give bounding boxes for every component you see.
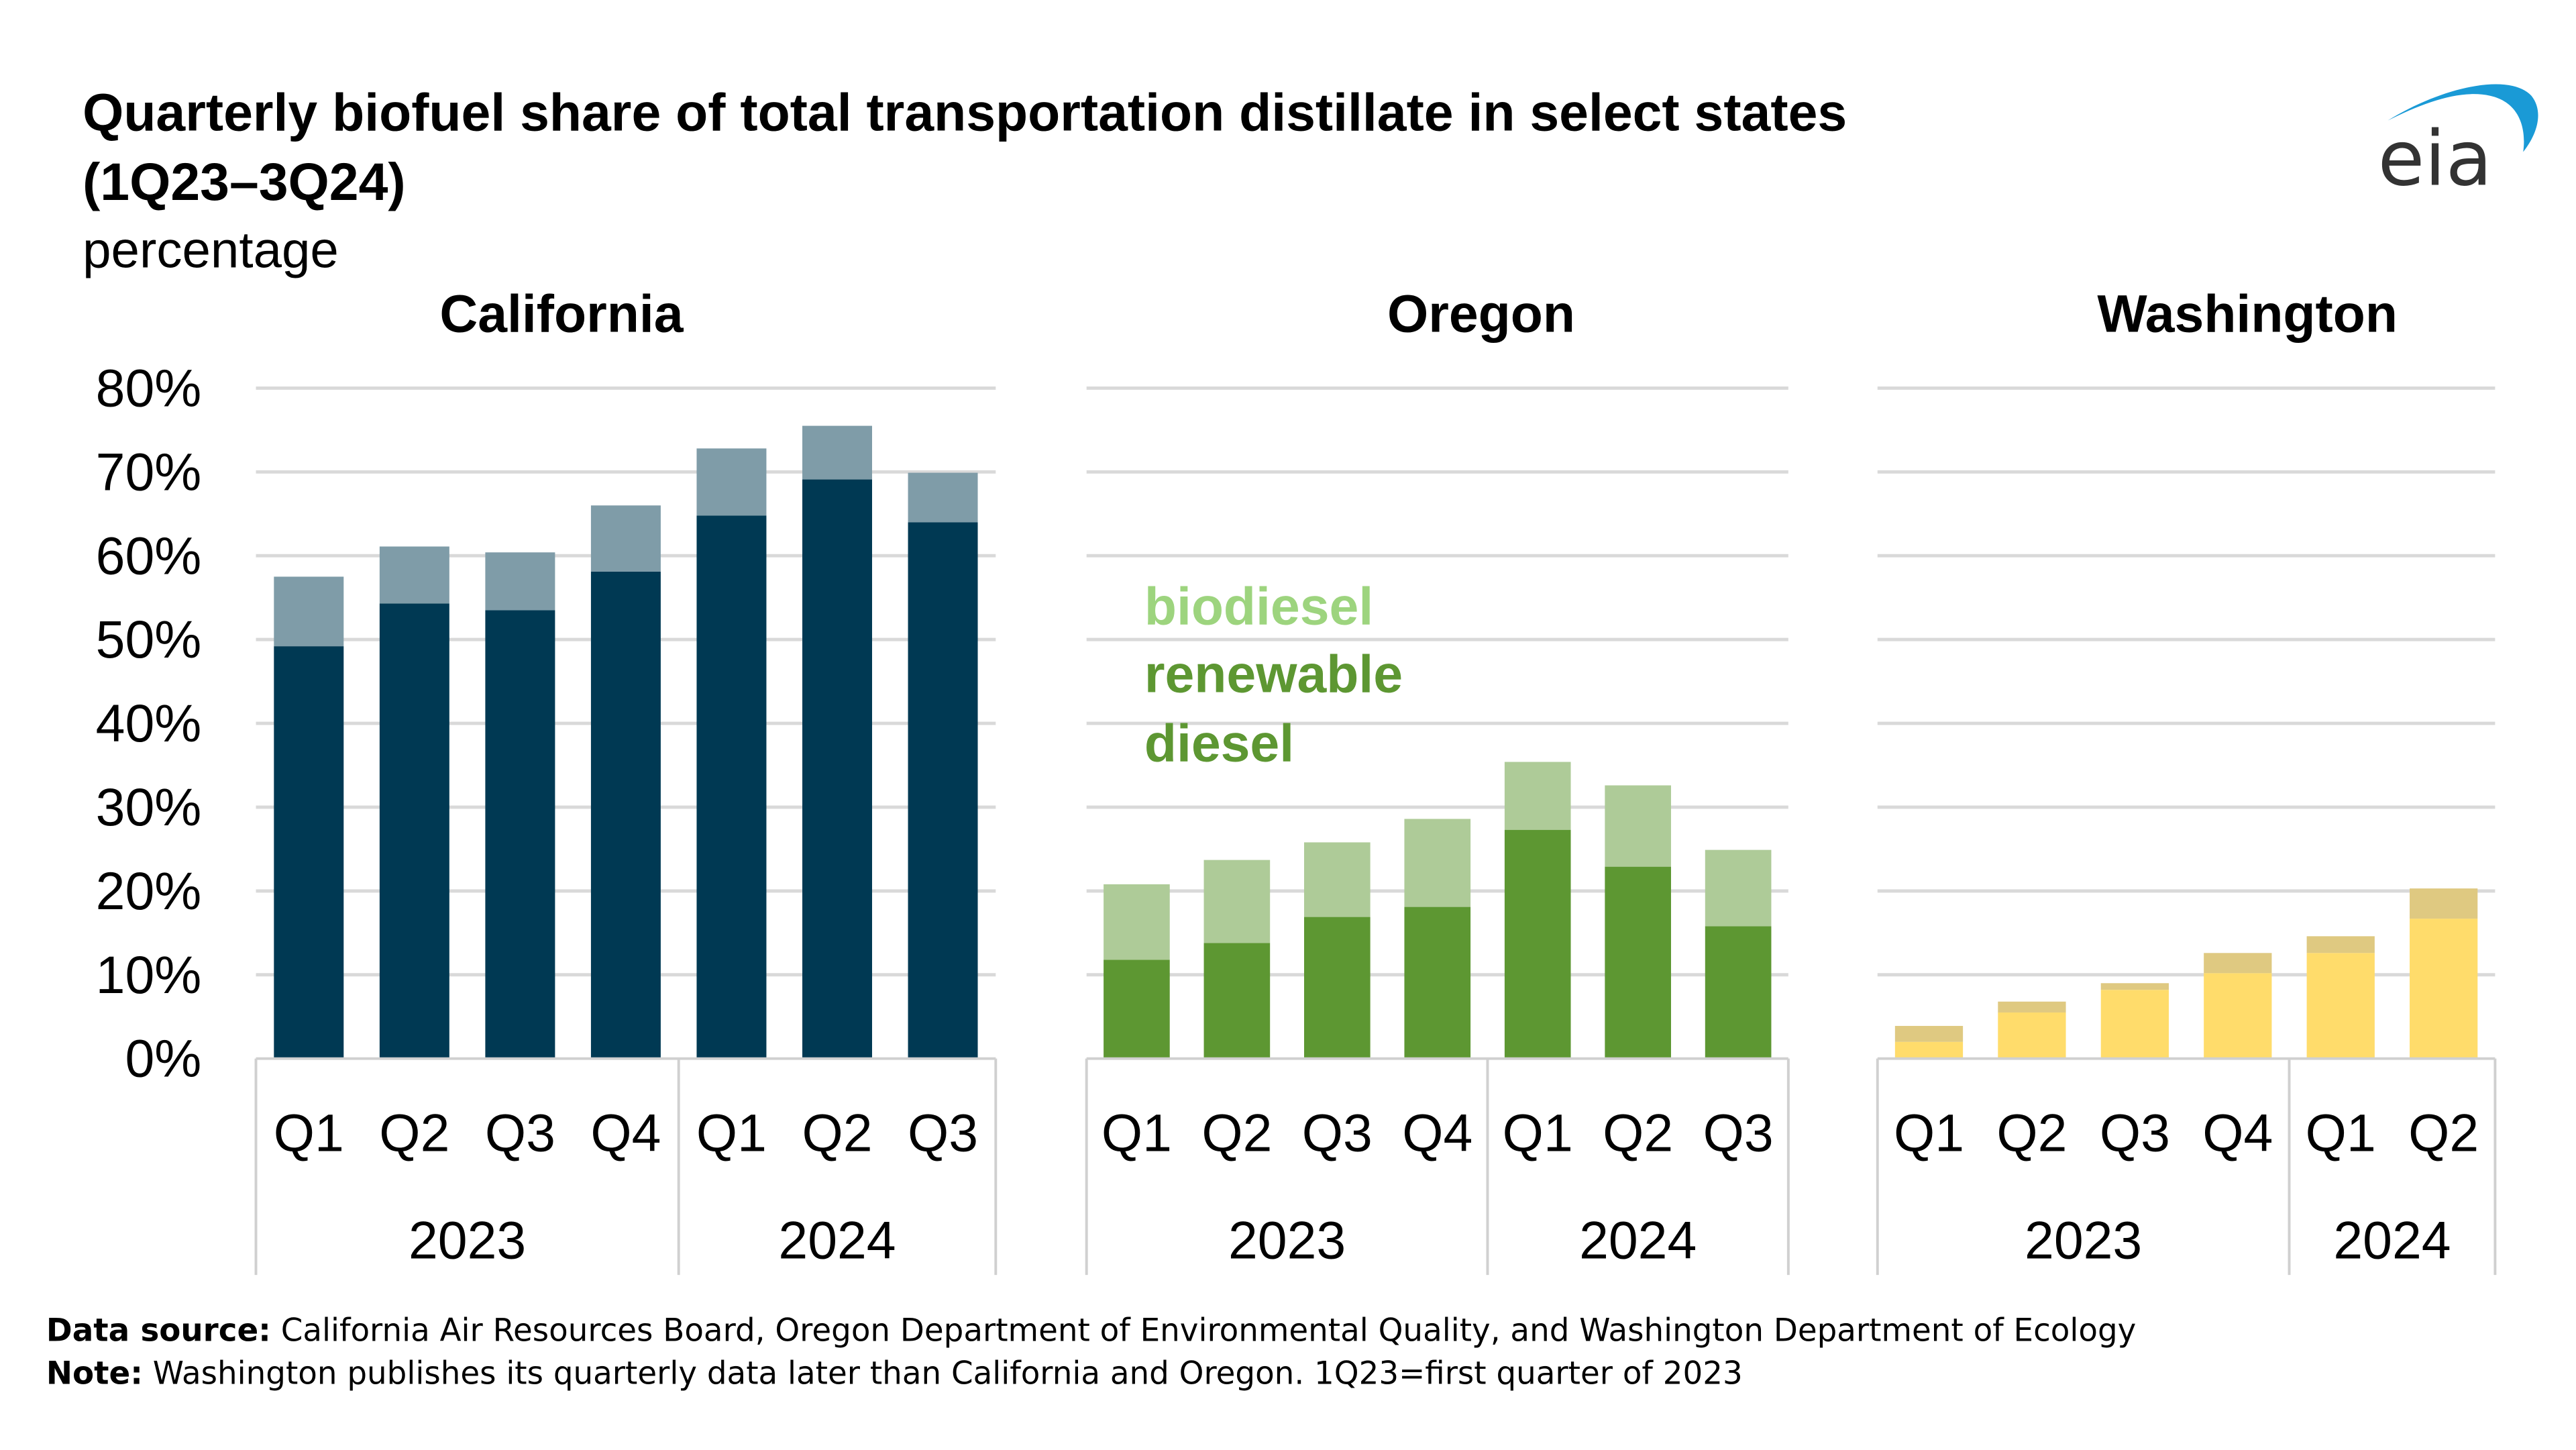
bar-renewable-diesel — [1404, 907, 1471, 1059]
bar-renewable-diesel — [1504, 829, 1571, 1059]
units-label: percentage — [83, 222, 339, 279]
year-label: 2023 — [1228, 1210, 1346, 1270]
note-text: Washington publishes its quarterly data … — [143, 1356, 1743, 1392]
legend-renewable-diesel-line2: diesel — [1144, 714, 1294, 773]
bar-renewable-diesel — [696, 515, 767, 1059]
bar-renewable-diesel — [1705, 926, 1772, 1059]
y-tick-label: 0% — [125, 1029, 201, 1088]
bar-biodiesel — [1504, 762, 1571, 830]
bar-biodiesel — [1304, 842, 1371, 917]
x-tick-label: Q1 — [696, 1104, 767, 1163]
bar-biodiesel — [1894, 1025, 1964, 1042]
panel-title: California — [439, 284, 684, 344]
bar-biodiesel — [274, 576, 344, 647]
bar-biodiesel — [802, 425, 872, 480]
y-tick-label: 30% — [96, 778, 202, 837]
panel-california: California Q1 Q2 Q3 Q4 Q1 Q2 Q3 2023 2024 — [254, 284, 998, 1276]
x-tick-label: Q2 — [379, 1104, 449, 1163]
data-source-note: Data source: California Air Resources Bo… — [46, 1313, 2136, 1349]
x-tick-label: Q3 — [908, 1104, 978, 1163]
x-tick-label: Q2 — [2408, 1104, 2479, 1163]
y-tick-label: 20% — [96, 862, 202, 921]
bar-biodiesel — [1605, 785, 1671, 867]
x-tick-label: Q3 — [2100, 1104, 2170, 1163]
year-label: 2024 — [2333, 1210, 2451, 1270]
bar-biodiesel — [908, 472, 978, 523]
y-tick-label: 10% — [96, 945, 202, 1004]
bar-renewable-diesel — [2204, 973, 2272, 1059]
bar-renewable-diesel — [379, 603, 449, 1059]
y-axis-ticks: 0% 10% 20% 30% 40% 50% 60% 70% 80% — [96, 358, 202, 1088]
x-tick-label: Q2 — [1996, 1104, 2067, 1163]
bar-renewable-diesel — [274, 646, 344, 1059]
bar-renewable-diesel — [2306, 953, 2375, 1059]
bar-biodiesel — [1998, 1001, 2066, 1013]
x-tick-label: Q1 — [1102, 1104, 1172, 1163]
year-label: 2024 — [1579, 1210, 1697, 1270]
y-tick-label: 70% — [96, 442, 202, 501]
bar-renewable-diesel — [1998, 1012, 2066, 1059]
bar-renewable-diesel — [2100, 990, 2169, 1059]
year-label: 2024 — [778, 1210, 896, 1270]
panel-title: Washington — [2097, 284, 2398, 344]
bar-biodiesel — [379, 546, 449, 604]
eia-logo: eia — [2378, 84, 2538, 203]
y-tick-label: 60% — [96, 526, 202, 585]
x-tick-label: Q4 — [590, 1104, 661, 1163]
x-tick-label: Q4 — [1402, 1104, 1472, 1163]
legend-biodiesel: biodiesel — [1144, 576, 1373, 635]
x-tick-label: Q4 — [2202, 1104, 2273, 1163]
data-source-label: Data source: — [46, 1313, 271, 1349]
bar-biodiesel — [696, 448, 767, 516]
bar-biodiesel — [485, 552, 555, 611]
y-tick-label: 50% — [96, 610, 202, 669]
x-tick-label: Q1 — [274, 1104, 344, 1163]
bar-renewable-diesel — [1203, 943, 1271, 1059]
data-source-text: California Air Resources Board, Oregon D… — [271, 1313, 2136, 1349]
bar-renewable-diesel — [485, 610, 555, 1059]
bar-renewable-diesel — [908, 522, 978, 1059]
eia-logo-arc-icon — [2387, 84, 2538, 152]
legend-renewable-diesel-line1: renewable — [1144, 644, 1403, 703]
bar-renewable-diesel — [802, 479, 872, 1059]
x-tick-label: Q3 — [485, 1104, 555, 1163]
panel-washington: Washington Q1 Q2 Q3 Q4 Q1 Q2 2023 2024 — [1876, 284, 2497, 1276]
panel-oregon: Oregon Q1 Q2 Q3 Q4 Q1 Q2 Q3 2023 2024 — [1085, 284, 1790, 1276]
x-tick-label: Q1 — [1503, 1104, 1573, 1163]
bar-renewable-diesel — [1605, 866, 1671, 1059]
bar-biodiesel — [1203, 860, 1271, 943]
bar-renewable-diesel — [590, 571, 661, 1059]
bar-biodiesel — [1705, 849, 1772, 927]
y-tick-label: 40% — [96, 694, 202, 753]
bar-renewable-diesel — [1304, 917, 1371, 1059]
year-label: 2023 — [2025, 1210, 2142, 1270]
y-tick-label: 80% — [96, 358, 202, 417]
note-label: Note: — [46, 1356, 143, 1392]
bar-biodiesel — [1404, 819, 1471, 907]
chart-title-line2: (1Q23–3Q24) — [83, 152, 406, 211]
bar-biodiesel — [1104, 884, 1170, 960]
bar-biodiesel — [2410, 888, 2478, 919]
x-tick-label: Q1 — [2306, 1104, 2376, 1163]
x-tick-label: Q1 — [1894, 1104, 1964, 1163]
bar-renewable-diesel — [1104, 960, 1170, 1059]
eia-logo-text: eia — [2378, 115, 2493, 203]
year-label: 2023 — [409, 1210, 526, 1270]
x-tick-label: Q3 — [1302, 1104, 1373, 1163]
bar-biodiesel — [2306, 936, 2375, 953]
bar-biodiesel — [590, 505, 661, 572]
x-tick-label: Q2 — [1603, 1104, 1673, 1163]
footnote: Note: Washington publishes its quarterly… — [46, 1356, 1743, 1392]
x-tick-label: Q2 — [1201, 1104, 1272, 1163]
bar-biodiesel — [2100, 983, 2169, 990]
panel-title: Oregon — [1387, 284, 1575, 344]
chart-title-line1: Quarterly biofuel share of total transpo… — [83, 83, 1847, 142]
x-tick-label: Q2 — [802, 1104, 872, 1163]
x-tick-label: Q3 — [1703, 1104, 1774, 1163]
bar-renewable-diesel — [2410, 919, 2478, 1059]
legend: biodiesel renewable diesel — [1144, 576, 1403, 772]
bar-renewable-diesel — [1894, 1041, 1964, 1059]
bar-biodiesel — [2204, 953, 2272, 974]
